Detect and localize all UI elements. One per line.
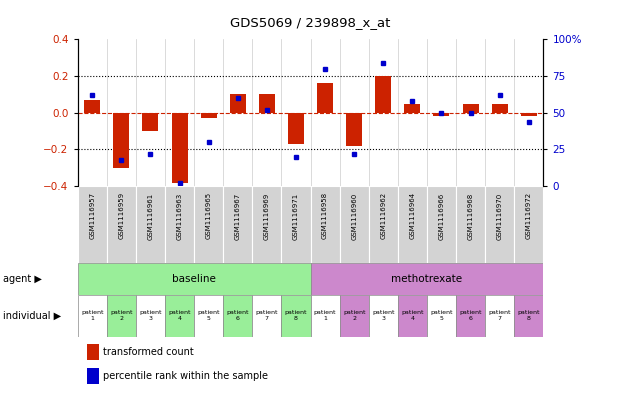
- Bar: [78, 263, 310, 295]
- Text: patient
5: patient 5: [197, 310, 220, 321]
- Bar: [252, 186, 281, 263]
- Bar: [521, 113, 537, 116]
- Bar: [142, 113, 158, 131]
- Bar: [107, 295, 136, 336]
- Bar: [433, 113, 450, 116]
- Text: patient
3: patient 3: [139, 310, 161, 321]
- Bar: [310, 263, 543, 295]
- Bar: [456, 186, 485, 263]
- Bar: [427, 295, 456, 336]
- Text: patient
5: patient 5: [430, 310, 453, 321]
- Bar: [107, 186, 136, 263]
- Text: patient
3: patient 3: [372, 310, 394, 321]
- Bar: [252, 295, 281, 336]
- Text: patient
2: patient 2: [110, 310, 132, 321]
- Text: GDS5069 / 239898_x_at: GDS5069 / 239898_x_at: [230, 16, 391, 29]
- Text: patient
1: patient 1: [314, 310, 337, 321]
- Text: GSM1116966: GSM1116966: [438, 192, 445, 240]
- Text: GSM1116960: GSM1116960: [351, 192, 357, 240]
- Text: individual ▶: individual ▶: [3, 310, 61, 321]
- Bar: [404, 104, 420, 113]
- Bar: [171, 113, 188, 182]
- Bar: [136, 186, 165, 263]
- Bar: [281, 186, 310, 263]
- Text: baseline: baseline: [172, 274, 216, 284]
- Text: GSM1116957: GSM1116957: [89, 192, 95, 239]
- Text: GSM1116968: GSM1116968: [468, 192, 474, 240]
- Text: GSM1116963: GSM1116963: [176, 192, 183, 240]
- Text: patient
8: patient 8: [284, 310, 307, 321]
- Text: percentile rank within the sample: percentile rank within the sample: [103, 371, 268, 381]
- Bar: [78, 186, 107, 263]
- Bar: [223, 186, 252, 263]
- Text: GSM1116961: GSM1116961: [147, 192, 153, 240]
- Bar: [136, 295, 165, 336]
- Bar: [310, 186, 340, 263]
- Bar: [398, 186, 427, 263]
- Bar: [165, 186, 194, 263]
- Text: patient
8: patient 8: [517, 310, 540, 321]
- Text: patient
4: patient 4: [168, 310, 191, 321]
- Bar: [288, 113, 304, 144]
- Bar: [310, 295, 340, 336]
- Bar: [317, 83, 333, 113]
- Text: patient
6: patient 6: [460, 310, 482, 321]
- Bar: [259, 94, 275, 113]
- Text: GSM1116958: GSM1116958: [322, 192, 328, 239]
- Text: methotrexate: methotrexate: [391, 274, 463, 284]
- Bar: [369, 186, 398, 263]
- Bar: [485, 186, 514, 263]
- Text: agent ▶: agent ▶: [3, 274, 42, 284]
- Text: transformed count: transformed count: [103, 347, 194, 357]
- Bar: [369, 295, 398, 336]
- Bar: [281, 295, 310, 336]
- Text: patient
4: patient 4: [401, 310, 424, 321]
- Text: GSM1116959: GSM1116959: [118, 192, 124, 239]
- Bar: [463, 104, 479, 113]
- Bar: [340, 295, 369, 336]
- Text: GSM1116970: GSM1116970: [497, 192, 503, 240]
- Bar: [514, 295, 543, 336]
- Bar: [485, 295, 514, 336]
- Text: patient
2: patient 2: [343, 310, 365, 321]
- Bar: [201, 113, 217, 118]
- Bar: [113, 113, 129, 168]
- Text: patient
7: patient 7: [489, 310, 511, 321]
- Bar: [223, 295, 252, 336]
- Text: GSM1116962: GSM1116962: [380, 192, 386, 239]
- Bar: [427, 186, 456, 263]
- Bar: [230, 94, 246, 113]
- Bar: [514, 186, 543, 263]
- Bar: [84, 100, 100, 113]
- Text: GSM1116971: GSM1116971: [293, 192, 299, 240]
- Bar: [165, 295, 194, 336]
- Bar: [194, 186, 223, 263]
- Bar: [340, 186, 369, 263]
- Bar: [78, 295, 107, 336]
- Bar: [456, 295, 485, 336]
- Text: patient
6: patient 6: [227, 310, 249, 321]
- Bar: [87, 345, 99, 360]
- Bar: [194, 295, 223, 336]
- Bar: [87, 368, 99, 384]
- Bar: [346, 113, 362, 146]
- Text: GSM1116965: GSM1116965: [206, 192, 212, 239]
- Text: GSM1116972: GSM1116972: [526, 192, 532, 239]
- Bar: [375, 76, 391, 113]
- Bar: [492, 104, 508, 113]
- Text: GSM1116964: GSM1116964: [409, 192, 415, 239]
- Text: GSM1116969: GSM1116969: [264, 192, 270, 240]
- Text: patient
1: patient 1: [81, 310, 104, 321]
- Text: GSM1116967: GSM1116967: [235, 192, 241, 240]
- Text: patient
7: patient 7: [256, 310, 278, 321]
- Bar: [398, 295, 427, 336]
